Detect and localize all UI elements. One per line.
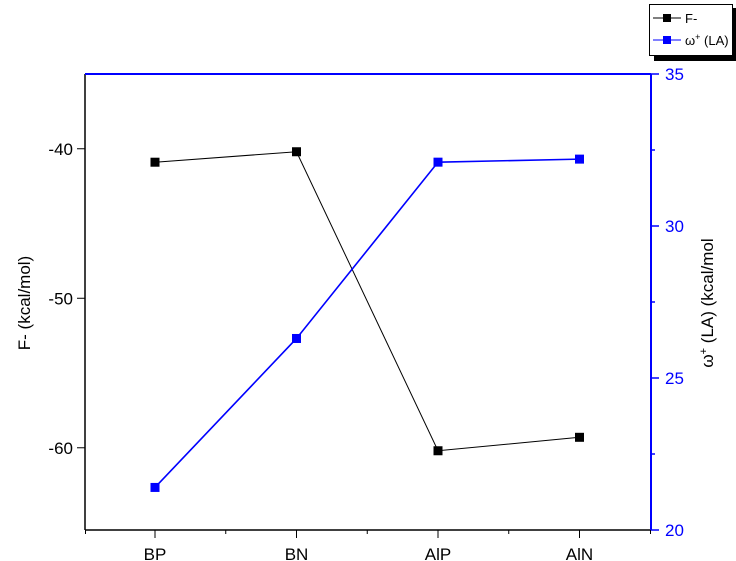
right-tick-label: 20 <box>665 521 684 540</box>
left-axis-title: F- (kcal/mol) <box>15 256 34 350</box>
right-tick-label: 30 <box>665 217 684 236</box>
left-tick-label: -60 <box>48 439 73 458</box>
legend: F- ω+ (LA) <box>649 4 736 61</box>
x-tick-label: AlN <box>566 545 593 561</box>
series-layer <box>150 147 584 492</box>
legend-marker-f-minus <box>663 14 671 22</box>
data-point <box>150 482 160 492</box>
x-tick-label: AlP <box>425 545 451 561</box>
data-point <box>292 333 301 343</box>
left-tick-label: -40 <box>48 140 73 159</box>
axis-ticks: BP BN AlP AlN -40 -50 -60 20 25 30 35 <box>48 65 684 561</box>
data-point <box>150 157 160 167</box>
left-tick-label: -50 <box>48 289 73 308</box>
x-tick-label: BP <box>144 545 167 561</box>
data-point <box>433 446 443 456</box>
x-tick-label: BN <box>285 545 309 561</box>
right-tick-label: 35 <box>665 65 684 84</box>
legend-label-omega: ω+ (LA) <box>685 32 729 48</box>
right-axis-title: ω+ (LA) (kcal/mol <box>698 238 717 367</box>
right-tick-label: 25 <box>665 369 684 388</box>
legend-marker-omega <box>663 36 671 44</box>
data-point <box>433 157 443 167</box>
data-point <box>575 154 584 164</box>
legend-box <box>649 4 733 56</box>
series-line-1 <box>154 158 580 488</box>
data-point <box>292 147 301 157</box>
series-line-0 <box>154 151 580 452</box>
legend-label-f-minus: F- <box>685 11 697 26</box>
data-point <box>575 432 584 442</box>
